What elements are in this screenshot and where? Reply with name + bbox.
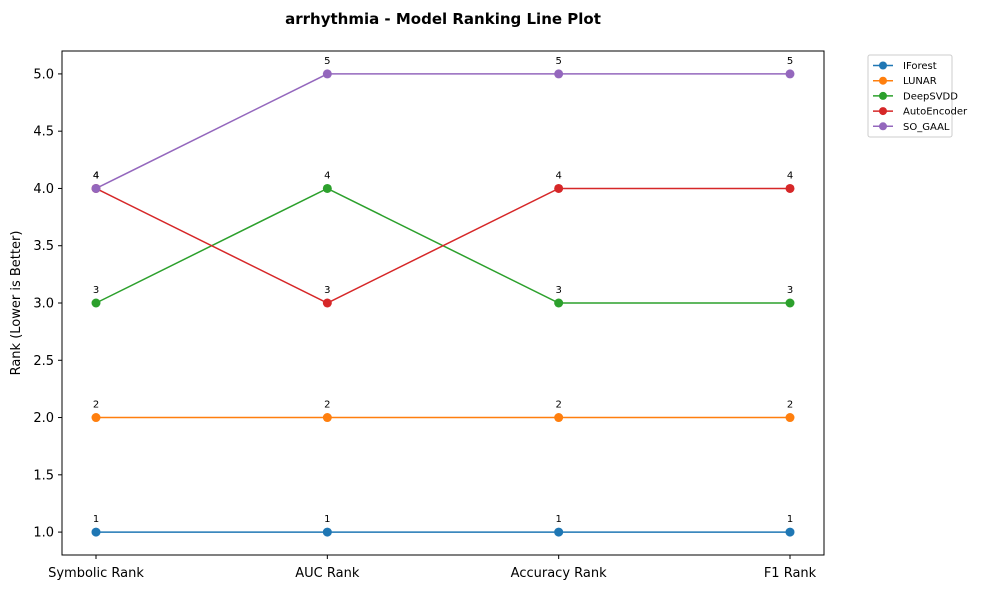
data-point [554,527,564,537]
data-point [322,413,332,423]
data-point [554,69,564,79]
data-label: 1 [787,514,793,525]
y-tick-label: 4.5 [33,125,54,140]
y-tick-label: 2.5 [33,354,54,369]
data-label: 2 [324,400,330,411]
data-label: 1 [324,514,330,525]
legend: IForest LUNAR DeepSVDD AutoEncoder SO_GAAL [867,54,968,138]
legend-item: IForest [873,61,937,72]
data-label: 5 [324,56,330,67]
data-label: 2 [555,400,561,411]
legend-item: SO_GAAL [873,122,950,133]
data-point [785,413,795,423]
x-tick-label: F1 Rank [764,566,817,581]
y-axis-label: Rank (Lower is Better) [9,231,24,376]
series-so-gaal [91,69,795,193]
data-label: 2 [93,400,99,411]
legend-label: LUNAR [903,76,937,87]
data-label: 4 [93,170,99,181]
legend-label: DeepSVDD [903,91,958,102]
data-label: 3 [555,285,561,296]
data-label: 4 [324,170,330,181]
legend-item: LUNAR [873,76,937,87]
data-label: 1 [555,514,561,525]
legend-label: IForest [903,61,937,72]
series-lunar [91,413,795,423]
legend-marker [879,61,887,70]
legend-marker [879,122,887,131]
data-point [322,298,332,308]
data-point [785,298,795,308]
data-point [91,413,101,423]
data-point [91,527,101,537]
legend-item: DeepSVDD [873,91,958,102]
data-label: 1 [93,514,99,525]
chart-title: arrhythmia - Model Ranking Line Plot [285,10,601,28]
legend-frame [867,54,953,138]
data-point [322,527,332,537]
data-point [554,413,564,423]
series-autoencoder [91,183,795,308]
data-label: 4 [93,170,99,181]
x-tick-label: AUC Rank [295,566,360,581]
data-point [91,183,101,193]
y-tick-label: 2.0 [33,411,54,426]
legend-label: SO_GAAL [903,122,950,133]
data-point [91,298,101,308]
series-line [95,73,790,190]
data-point [322,69,332,79]
y-tick-label: 1.0 [33,526,54,541]
y-tick-label: 5.0 [33,67,54,82]
data-point [554,183,564,193]
legend-label: AutoEncoder [903,107,968,118]
y-tick-label: 4.0 [33,182,54,197]
data-label: 3 [93,285,99,296]
data-label: 2 [787,400,793,411]
series-iforest [91,527,795,537]
data-label: 3 [324,285,330,296]
legend-marker [879,76,887,85]
plot-area: 1.0 1.5 2.0 2.5 3.0 3.5 4.0 4.5 5.0 Symbolic Rank… [33,50,825,581]
data-point [785,183,795,193]
y-tick-label: 3.0 [33,297,54,312]
x-tick-label: Accuracy Rank [511,566,607,581]
data-point [322,183,332,193]
data-label: 5 [787,56,793,67]
series-line [95,187,790,304]
data-label: 4 [555,170,561,181]
data-point [785,527,795,537]
x-tick-label: Symbolic Rank [48,566,144,581]
y-tick-label: 3.5 [33,239,54,254]
data-point [554,298,564,308]
legend-item: AutoEncoder [873,107,968,118]
y-tick-label: 1.5 [33,468,54,483]
data-label: 5 [555,56,561,67]
legend-marker [879,107,887,116]
data-label: 4 [787,170,793,181]
legend-marker [879,91,887,100]
data-point [785,69,795,79]
data-label: 3 [787,285,793,296]
